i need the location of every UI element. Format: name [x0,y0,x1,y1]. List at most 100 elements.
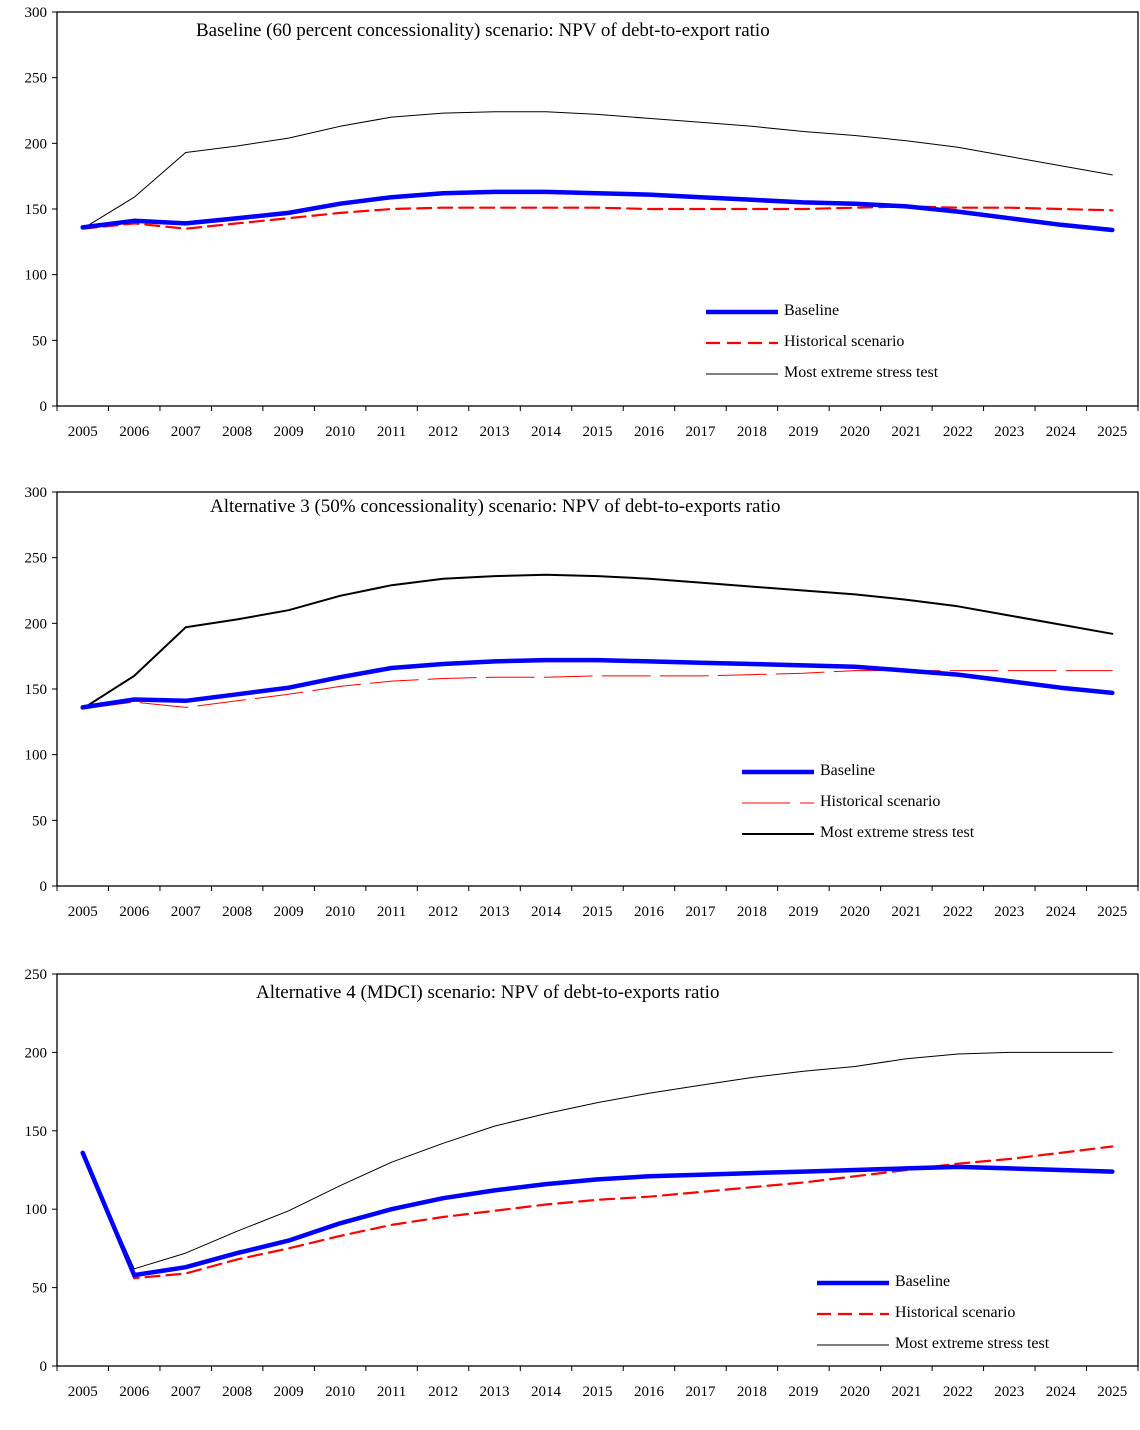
legend-label: Baseline [820,762,876,779]
x-tick-label: 2009 [274,424,304,440]
y-tick-label: 50 [32,813,47,829]
x-tick-label: 2007 [171,904,202,920]
x-tick-label: 2022 [943,424,973,440]
y-tick-label: 0 [40,399,48,415]
x-tick-label: 2025 [1097,904,1127,920]
y-tick-label: 200 [25,136,48,152]
plot-frame [56,973,1139,1367]
series-line-baseline [80,1150,1115,1278]
y-tick-label: 100 [25,748,48,764]
x-tick-label: 2005 [68,904,98,920]
legend-label: Historical scenario [820,793,941,810]
chart-svg: 0 50 100 150 200 250 300 2005 2006 2007 2008 2009 20… [25,5,1139,440]
plot-frame [56,11,1139,407]
x-tick-label: 2015 [583,904,613,920]
x-tick-label: 2014 [531,1384,562,1400]
x-tick-label: 2024 [1046,1384,1077,1400]
x-tick-label: 2018 [737,904,767,920]
x-tick-label: 2015 [583,1384,613,1400]
y-tick-label: 0 [40,879,48,895]
x-tick-label: 2016 [634,424,665,440]
x-tick-label: 2018 [737,424,767,440]
x-tick-label: 2019 [788,1384,818,1400]
legend-label: Baseline [784,302,840,319]
chart-title: Baseline (60 percent concessionality) sc… [196,20,770,41]
x-tick-label: 2005 [68,424,98,440]
x-tick-label: 2013 [480,904,510,920]
x-tick-label: 2012 [428,424,458,440]
y-tick-label: 300 [25,485,48,501]
x-tick-label: 2018 [737,1384,767,1400]
y-tick-label: 100 [25,268,48,284]
y-tick-label: 250 [25,551,48,567]
y-tick-label: 250 [25,967,48,983]
x-tick-label: 2013 [480,424,510,440]
x-tick-label: 2019 [788,424,818,440]
chart-svg: 0 50 100 150 200 250 2005 2006 2007 2008 2009 2010 2… [25,967,1139,1400]
x-tick-label: 2023 [994,1384,1024,1400]
x-tick-label: 2007 [171,1384,202,1400]
chart-title: Alternative 3 (50% concessionality) scen… [210,496,781,517]
x-tick-label: 2014 [531,904,562,920]
x-tick-label: 2021 [891,1384,921,1400]
series-line-historical-scenario [81,205,1114,230]
x-tick-label: 2005 [68,1384,98,1400]
x-tick-label: 2011 [377,904,406,920]
x-tick-label: 2014 [531,424,562,440]
x-tick-label: 2006 [119,1384,150,1400]
x-tick-label: 2019 [788,904,818,920]
series-line-baseline [80,189,1115,233]
series-line-most-extreme-stress-test [82,111,1113,230]
y-tick-label: 300 [25,5,48,21]
x-tick-label: 2024 [1046,904,1077,920]
legend-label: Most extreme stress test [895,1335,1050,1352]
x-tick-label: 2007 [171,424,202,440]
y-tick-label: 50 [32,1281,47,1297]
x-tick-label: 2023 [994,904,1024,920]
x-tick-label: 2017 [685,904,716,920]
x-tick-label: 2020 [840,904,870,920]
plot-frame [56,491,1139,887]
x-tick-label: 2022 [943,1384,973,1400]
x-tick-label: 2008 [222,1384,252,1400]
chart-panel-1: 0 50 100 150 200 250 300 2005 2006 2007 2008 2009 20… [0,0,1140,470]
x-tick-label: 2011 [377,1384,406,1400]
x-tick-label: 2015 [583,424,613,440]
x-tick-label: 2006 [119,904,150,920]
x-tick-label: 2009 [274,904,304,920]
legend-label: Baseline [895,1273,951,1290]
chart-panel-2: 0 50 100 150 200 250 300 2005 2006 2007 2008 2009 20… [0,480,1140,950]
legend-label: Most extreme stress test [820,824,975,841]
x-tick-label: 2008 [222,424,252,440]
x-tick-label: 2017 [685,424,716,440]
x-tick-label: 2025 [1097,1384,1127,1400]
y-tick-label: 250 [25,71,48,87]
x-tick-label: 2013 [480,1384,510,1400]
y-tick-label: 0 [40,1359,48,1375]
chart-svg: 0 50 100 150 200 250 300 2005 2006 2007 2008 2009 20… [25,485,1139,920]
x-tick-label: 2010 [325,1384,355,1400]
x-tick-label: 2023 [994,424,1024,440]
x-tick-label: 2012 [428,1384,458,1400]
legend-label: Most extreme stress test [784,364,939,381]
y-tick-label: 50 [32,333,47,349]
x-tick-label: 2021 [891,424,921,440]
x-tick-label: 2006 [119,424,150,440]
x-tick-label: 2020 [840,1384,870,1400]
y-tick-label: 200 [25,616,48,632]
x-tick-label: 2021 [891,904,921,920]
y-tick-label: 150 [25,202,48,218]
x-tick-label: 2022 [943,904,973,920]
legend-label: Historical scenario [895,1304,1016,1321]
x-tick-label: 2025 [1097,424,1127,440]
series-line-baseline [80,657,1115,710]
legend-label: Historical scenario [784,333,905,350]
x-tick-label: 2017 [685,1384,716,1400]
x-tick-label: 2010 [325,904,355,920]
y-tick-label: 150 [25,682,48,698]
chart-panel-3: 0 50 100 150 200 250 2005 2006 2007 2008 2009 2010 2… [0,960,1140,1430]
y-tick-label: 150 [25,1124,48,1140]
x-tick-label: 2012 [428,904,458,920]
x-tick-label: 2020 [840,424,870,440]
